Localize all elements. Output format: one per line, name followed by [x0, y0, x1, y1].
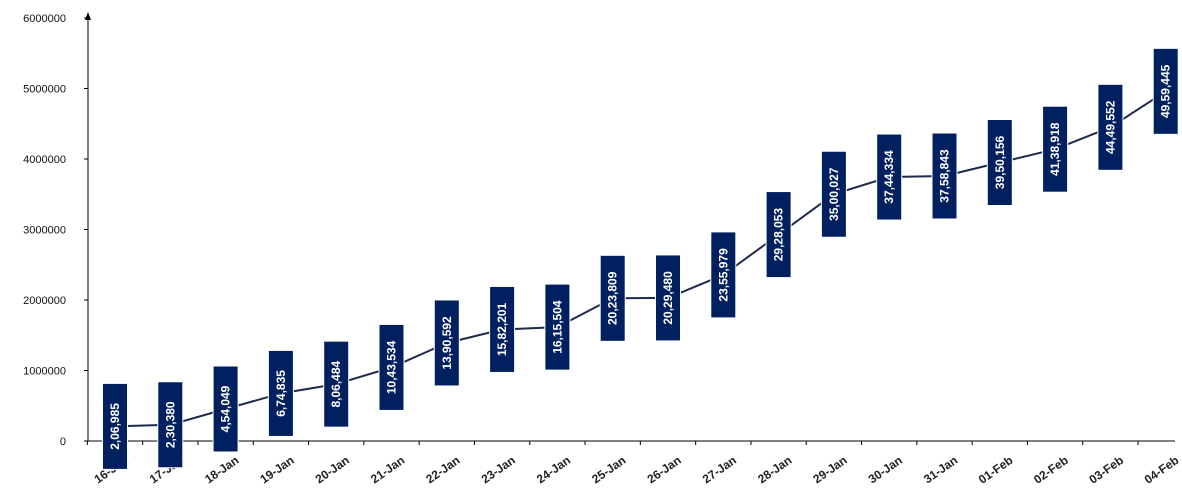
data-label-box [544, 283, 571, 371]
data-label-box [986, 119, 1013, 207]
data-label-text: 13,90,592 [440, 316, 454, 370]
data-label: 13,90,592 [433, 299, 460, 387]
data-label: 37,44,334 [876, 133, 903, 221]
data-label: 39,50,156 [986, 119, 1013, 207]
y-tick-label: 5000000 [23, 84, 66, 96]
data-label-text: 49,59,445 [1159, 64, 1173, 118]
y-tick-label: 4000000 [23, 154, 66, 166]
data-label-box [433, 299, 460, 387]
data-label-box [1152, 47, 1179, 135]
x-tick-label: 03-Feb [1086, 453, 1126, 487]
data-label-box [876, 133, 903, 221]
x-tick-label: 28-Jan [755, 453, 794, 486]
data-label-box [820, 150, 847, 238]
x-tick-label: 25-Jan [589, 453, 628, 486]
data-label: 6,74,835 [267, 349, 294, 437]
x-tick-label: 24-Jan [534, 453, 573, 486]
data-label-text: 23,55,979 [716, 248, 730, 302]
data-label-text: 4,54,049 [219, 385, 233, 432]
data-label: 4,54,049 [212, 365, 239, 453]
data-label-text: 2,06,985 [108, 403, 122, 450]
x-tick-label: 04-Feb [1142, 453, 1182, 487]
x-tick-label: 01-Feb [976, 453, 1016, 487]
data-label: 16,15,504 [544, 283, 571, 371]
data-label-box [489, 285, 516, 373]
data-label: 20,29,480 [655, 254, 681, 342]
data-label-text: 37,58,843 [938, 149, 952, 203]
data-label-box [710, 231, 737, 319]
x-axis-ticks: 16-Jan17-Jan18-Jan19-Jan20-Jan21-Jan22-J… [86, 441, 1182, 487]
data-label: 8,06,484 [323, 340, 350, 428]
x-tick-label: 23-Jan [479, 453, 518, 486]
data-label: 44,49,552 [1097, 83, 1124, 171]
x-tick-label: 19-Jan [257, 453, 296, 486]
data-label-box [1042, 105, 1069, 193]
data-label: 49,59,445 [1152, 47, 1179, 135]
data-label-text: 37,44,334 [882, 150, 896, 204]
data-label-text: 8,06,484 [329, 360, 343, 407]
data-label-text: 20,29,480 [661, 271, 675, 325]
data-label-text: 29,28,053 [772, 208, 786, 262]
data-label: 35,00,027 [820, 150, 847, 238]
data-label-box [323, 340, 350, 428]
data-labels: 2,06,985 2,30,380 4,54,049 6,74,835 8,06,484… [102, 47, 1179, 470]
data-label-text: 15,82,201 [495, 302, 509, 356]
data-label-text: 39,50,156 [993, 135, 1007, 189]
x-tick-label: 20-Jan [313, 453, 352, 486]
y-tick-label: 6000000 [23, 13, 66, 25]
data-label-text: 10,43,534 [385, 340, 399, 394]
data-label: 20,23,809 [599, 254, 626, 342]
data-label: 2,06,985 [102, 382, 128, 470]
data-label-box [212, 365, 239, 453]
x-tick-label: 29-Jan [810, 453, 849, 486]
data-label-box [102, 382, 128, 470]
data-label-text: 20,23,809 [606, 271, 620, 325]
data-label-text: 6,74,835 [274, 370, 288, 417]
x-tick-label: 27-Jan [700, 453, 739, 486]
data-label: 15,82,201 [489, 285, 516, 373]
x-tick-label: 22-Jan [423, 453, 462, 486]
data-label: 10,43,534 [378, 323, 405, 411]
data-label: 41,38,918 [1042, 105, 1069, 193]
y-tick-label: 2000000 [23, 295, 66, 307]
data-label-box [267, 349, 294, 437]
data-label-text: 2,30,380 [163, 401, 177, 448]
data-label-text: 41,38,918 [1048, 122, 1062, 176]
data-label-text: 35,00,027 [827, 167, 841, 221]
data-label-box [765, 191, 792, 279]
data-label-box [655, 254, 681, 342]
data-label-box [1097, 83, 1124, 171]
data-label: 2,30,380 [157, 381, 184, 469]
data-label-box [599, 254, 626, 342]
x-tick-label: 18-Jan [202, 453, 241, 486]
axes [85, 12, 1175, 442]
x-tick-label: 30-Jan [866, 453, 905, 486]
data-label: 29,28,053 [765, 191, 792, 279]
y-axis-ticks: 0 1000000 2000000 3000000 4000000 5000000 6000… [23, 13, 88, 448]
y-axis-arrow [85, 12, 91, 20]
x-tick-label: 26-Jan [645, 453, 684, 486]
x-tick-label: 21-Jan [368, 453, 407, 486]
data-label-text: 44,49,552 [1103, 100, 1117, 154]
data-label: 37,58,843 [931, 132, 958, 220]
y-tick-label: 1000000 [23, 366, 66, 378]
data-label-box [378, 323, 405, 411]
data-label: 23,55,979 [710, 231, 737, 319]
x-tick-label: 02-Feb [1031, 453, 1071, 487]
data-label-box [931, 132, 958, 220]
data-label-text: 16,15,504 [550, 300, 564, 354]
y-tick-label: 3000000 [23, 225, 66, 237]
y-tick-label: 0 [60, 436, 66, 448]
data-label-box [157, 381, 184, 469]
x-tick-label: 31-Jan [921, 453, 960, 486]
